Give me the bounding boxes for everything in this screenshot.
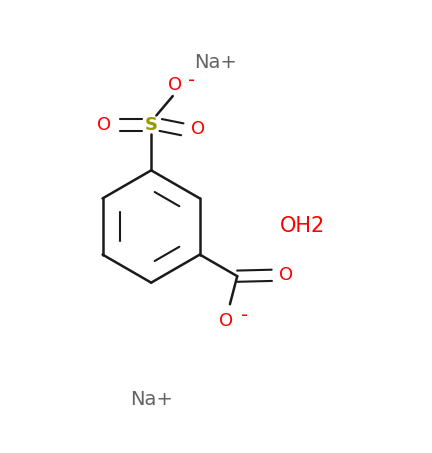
Text: Na+: Na+ — [130, 390, 173, 409]
Text: O: O — [219, 312, 234, 330]
Text: -: - — [188, 71, 195, 90]
Text: O: O — [168, 76, 182, 94]
Text: OH2: OH2 — [280, 217, 325, 236]
Text: O: O — [279, 266, 293, 284]
Text: -: - — [241, 306, 248, 324]
Text: O: O — [98, 116, 111, 134]
Text: Na+: Na+ — [194, 53, 238, 72]
Text: S: S — [145, 116, 158, 134]
Text: O: O — [191, 120, 205, 138]
